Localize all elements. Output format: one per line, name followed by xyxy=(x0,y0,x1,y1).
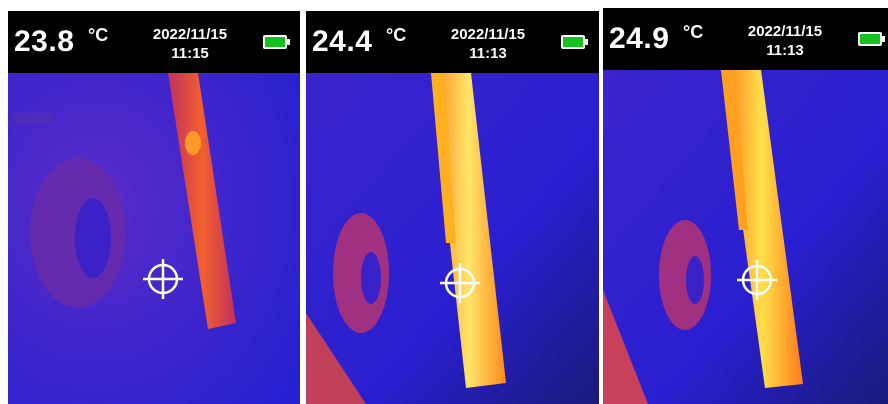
temperature-unit: °C xyxy=(683,22,704,42)
thermal-image xyxy=(8,73,300,404)
crosshair-icon xyxy=(737,260,777,300)
thermal-screen-3: 24.9 °C 2022/11/15 11:13 xyxy=(603,8,888,404)
datetime: 2022/11/15 11:13 xyxy=(735,22,835,60)
temperature-reading: 23.8 xyxy=(14,25,75,58)
time-label: 11:13 xyxy=(766,42,804,59)
status-header: 23.8 °C 2022/11/15 11:15 xyxy=(8,11,300,73)
thermal-image xyxy=(603,70,888,404)
battery-full-icon xyxy=(858,32,886,48)
datetime: 2022/11/15 11:13 xyxy=(438,25,538,63)
time-label: 11:13 xyxy=(469,45,507,62)
temperature-reading: 24.9 xyxy=(609,22,670,55)
battery-full-icon xyxy=(561,35,589,51)
date-label: 2022/11/15 xyxy=(747,23,823,40)
battery-full-icon xyxy=(263,35,291,51)
date-label: 2022/11/15 xyxy=(450,26,526,43)
datetime: 2022/11/15 11:15 xyxy=(140,25,240,63)
crosshair-icon xyxy=(440,263,480,303)
temperature-unit: °C xyxy=(88,25,109,45)
status-header: 24.4 °C 2022/11/15 11:13 xyxy=(306,11,599,73)
thermal-screen-2: 24.4 °C 2022/11/15 11:13 xyxy=(306,11,599,404)
time-label: 11:15 xyxy=(171,45,209,62)
date-label: 2022/11/15 xyxy=(152,26,228,43)
thermal-screen-1: 23.8 °C 2022/11/15 11:15 xyxy=(8,11,300,404)
thermal-image xyxy=(306,73,599,404)
temperature-reading: 24.4 xyxy=(312,25,373,58)
status-header: 24.9 °C 2022/11/15 11:13 xyxy=(603,8,888,70)
temperature-unit: °C xyxy=(386,25,407,45)
crosshair-icon xyxy=(143,259,183,299)
